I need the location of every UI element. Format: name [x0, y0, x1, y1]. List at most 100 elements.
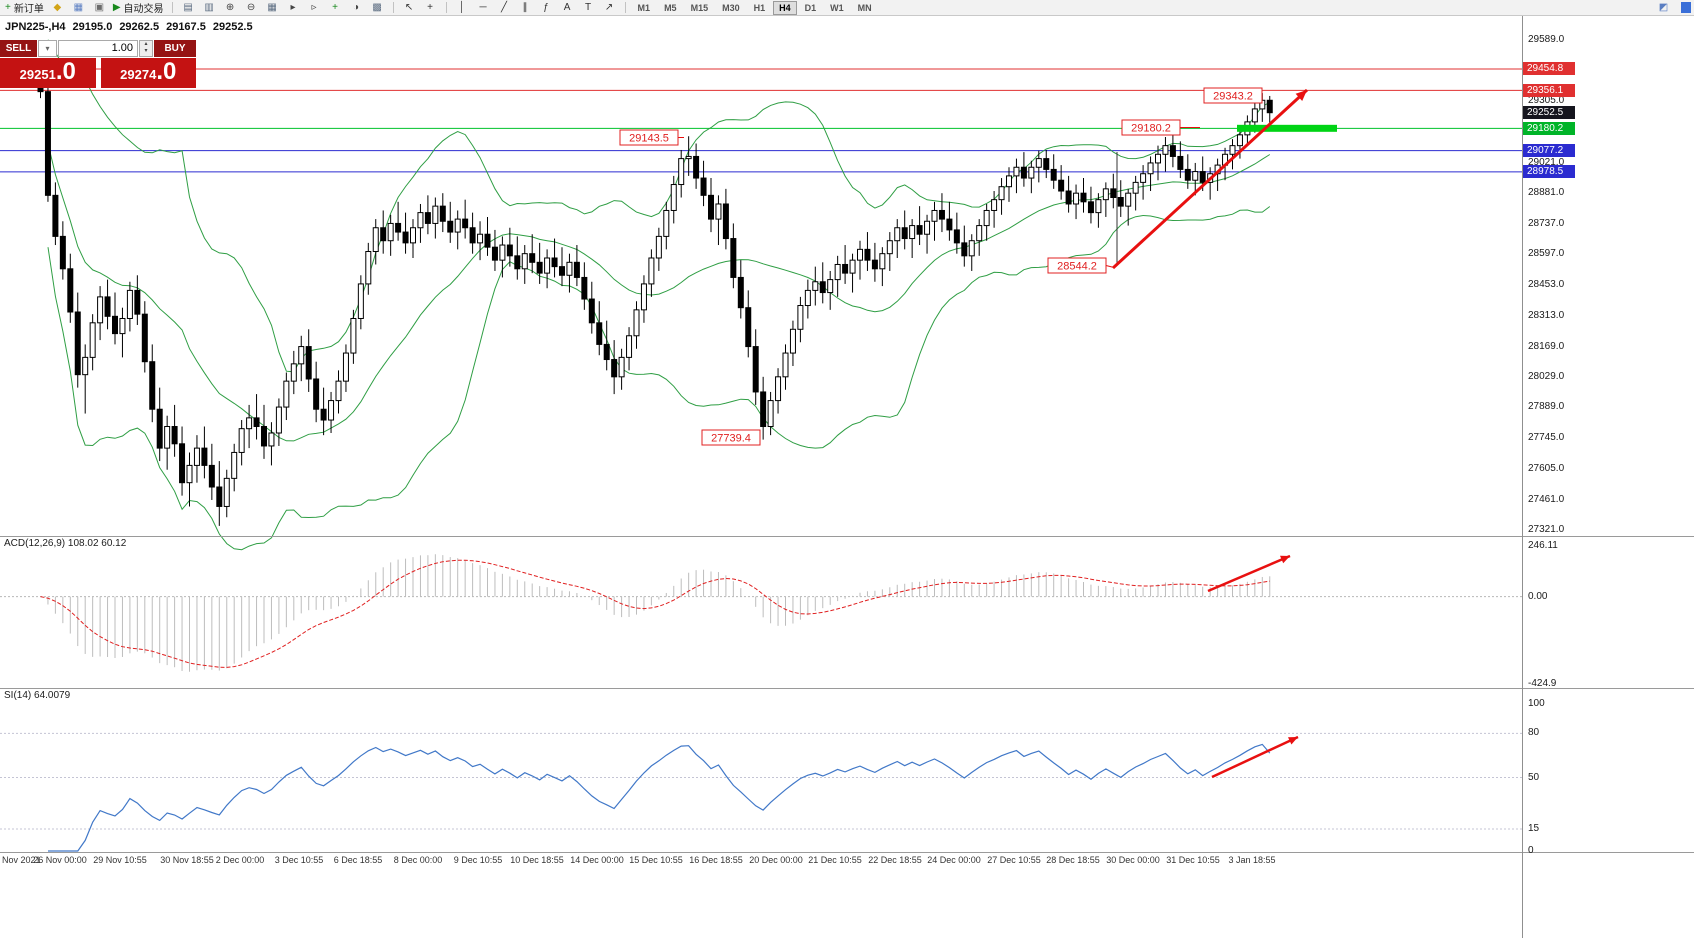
timeframe-m30-button[interactable]: M30 — [722, 2, 740, 13]
new-order-button[interactable]: + 新订单 — [3, 1, 46, 16]
sell-price-base: 29251 — [19, 67, 56, 82]
auto-scroll-icon[interactable]: ▸ — [284, 1, 303, 15]
candles — [37, 74, 1273, 526]
svg-text:29343.2: 29343.2 — [1213, 91, 1253, 103]
alerts-icon[interactable]: ◆ — [48, 1, 67, 15]
time-tick-label: 31 Dec 10:55 — [1166, 855, 1220, 865]
charts-icon: ▦ — [73, 1, 84, 13]
volume-stepper[interactable]: ▴ ▾ — [139, 40, 153, 57]
spin-up-icon[interactable]: ▴ — [144, 41, 148, 47]
price-tick-label: 28029.0 — [1528, 371, 1565, 383]
support-zone-bar[interactable] — [1237, 124, 1337, 132]
rsi-scale-label: 100 — [1528, 698, 1545, 709]
buy-button[interactable]: BUY — [154, 40, 196, 57]
time-tick-label: 24 Dec 00:00 — [927, 855, 981, 865]
crosshair-icon: + — [427, 1, 433, 13]
chart-shift-icon[interactable]: ▹ — [305, 1, 324, 15]
timeframe-m15-button[interactable]: M15 — [690, 2, 709, 13]
time-tick-label: 30 Dec 00:00 — [1106, 855, 1160, 865]
arrows-icon[interactable]: ↗ — [600, 1, 619, 15]
fibonacci-icon[interactable]: ƒ — [537, 1, 556, 15]
notifications-icon[interactable]: ◩ — [1654, 1, 1673, 15]
vertical-line-icon[interactable]: │ — [453, 1, 472, 15]
macd-scale-label: 0.00 — [1528, 590, 1548, 602]
timeframe-mn-button[interactable]: MN — [857, 2, 872, 13]
symbol-period-label: JPN225-,H4 — [5, 21, 66, 33]
tile-vertical-icon[interactable]: ▥ — [200, 1, 219, 15]
price-scale[interactable]: 29589.0 29305.0 29021.0 28881.0 28737.0 28597… — [1523, 0, 1694, 938]
time-tick-label: 28 Dec 18:55 — [1046, 855, 1100, 865]
add-indicator-icon[interactable]: + — [326, 1, 345, 15]
price-callout-label[interactable]: 28544.2 — [1047, 257, 1107, 274]
trend-arrow[interactable] — [1207, 554, 1291, 593]
volume-input[interactable]: 1.00 — [58, 40, 138, 57]
price-callout-label[interactable]: 29143.5 — [619, 129, 679, 146]
buy-price-panel[interactable]: 29274 .0 — [100, 58, 196, 88]
macd-panel — [0, 554, 1522, 672]
timeframe-d1-button[interactable]: D1 — [804, 2, 817, 13]
toolbar-separator — [445, 2, 447, 13]
sell-button[interactable]: SELL — [0, 40, 37, 57]
time-tick-label: 14 Dec 00:00 — [570, 855, 624, 865]
price-callout-label[interactable]: 29343.2 — [1203, 87, 1263, 104]
cursor-icon[interactable]: ↖ — [400, 1, 419, 15]
rsi-scale-label: 80 — [1528, 727, 1540, 739]
time-tick-label: 29 Nov 10:55 — [93, 855, 147, 865]
charts-icon[interactable]: ▦ — [69, 1, 88, 15]
tile-windows-icon[interactable]: ▦ — [263, 1, 282, 15]
price-scale-border — [1522, 16, 1523, 938]
price-tick-label: 28881.0 — [1528, 186, 1565, 198]
templates-icon[interactable]: ▩ — [368, 1, 387, 15]
price-tick-label: 27605.0 — [1528, 462, 1565, 474]
time-tick-label: 3 Dec 10:55 — [274, 855, 324, 865]
crosshair-icon[interactable]: + — [421, 1, 440, 15]
timeframe-m5-button[interactable]: M5 — [664, 2, 677, 13]
text-icon[interactable]: A — [558, 1, 577, 15]
window-logo-icon[interactable] — [1681, 2, 1691, 13]
rsi-scale-label: 15 — [1528, 822, 1540, 834]
tile-windows-icon: ▦ — [267, 1, 277, 13]
price-tick-label: 28597.0 — [1528, 248, 1565, 260]
macd-indicator-label: ACD(12,26,9) 108.02 60.12 — [4, 538, 127, 549]
periods-icon: ◑ — [353, 1, 360, 13]
spin-down-icon[interactable]: ▾ — [144, 48, 148, 54]
equidistant-channel-icon[interactable]: ∥ — [516, 1, 535, 15]
sell-price-panel[interactable]: 29251 .0 — [0, 58, 96, 88]
price-tick-label: 27889.0 — [1528, 401, 1565, 413]
price-callout-label[interactable]: 27739.4 — [701, 429, 761, 446]
one-click-trading-widget: SELL ▾ 1.00 ▴ ▾ BUY 29251 .0 29274 .0 — [0, 40, 196, 88]
trend-arrow[interactable] — [1111, 88, 1309, 270]
timeframe-m1-button[interactable]: M1 — [637, 2, 651, 13]
price-tick-label: 28737.0 — [1528, 218, 1565, 230]
timeframe-w1-button[interactable]: W1 — [830, 2, 844, 13]
trendline-icon[interactable]: ╱ — [495, 1, 514, 15]
zoom-out-icon[interactable]: ⊖ — [242, 1, 261, 15]
zoom-in-icon[interactable]: ⊕ — [221, 1, 240, 15]
price-tick-label: 27321.0 — [1528, 524, 1565, 535]
tile-horizontal-icon[interactable]: ▤ — [179, 1, 198, 15]
autotrading-icon: ▶ — [112, 1, 121, 13]
time-axis[interactable]: Nov 2021 26 Nov 00:00 29 Nov 10:55 30 Nov 1… — [0, 855, 1522, 871]
rsi-scale-label: 50 — [1528, 771, 1540, 783]
market-watch-icon: ▣ — [94, 1, 105, 13]
time-tick-label: Nov 2021 — [2, 855, 41, 865]
label-icon[interactable]: T — [579, 1, 598, 15]
rsi-panel — [0, 732, 1522, 852]
order-type-dropdown[interactable]: ▾ — [38, 40, 57, 57]
price-callout-label[interactable]: 29180.2 — [1121, 119, 1181, 136]
timeframe-h1-button[interactable]: H1 — [753, 2, 766, 13]
tile-vertical-icon: ▥ — [204, 1, 214, 13]
market-watch-icon[interactable]: ▣ — [90, 1, 109, 15]
main-toolbar: + 新订单 ◆ ▦ ▣ ▶ 自动交易 ▤ ▥ ⊕ ⊖ ▦ ▸ ▹ + ◑ ▩ ↖ + │ ─ ╱ ∥ ƒ A T ↗ M1 M5 M15 M… — [0, 0, 1694, 16]
timeframe-h4-button[interactable]: H4 — [773, 0, 797, 15]
periods-icon[interactable]: ◑ — [347, 1, 366, 15]
horizontal-line-icon[interactable]: ─ — [474, 1, 493, 15]
time-tick-label: 3 Jan 18:55 — [1228, 855, 1276, 865]
price-badge: 29077.2 — [1523, 144, 1575, 158]
autotrading-button[interactable]: ▶ 自动交易 — [111, 1, 166, 16]
trend-arrow[interactable] — [1211, 735, 1299, 779]
time-tick-label: 16 Dec 18:55 — [689, 855, 743, 865]
equidistant-channel-icon: ∥ — [522, 1, 528, 13]
